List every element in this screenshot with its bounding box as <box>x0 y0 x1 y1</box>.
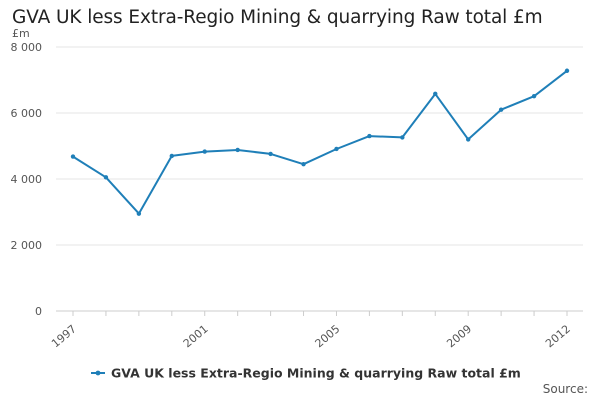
chart-title: GVA UK less Extra-Regio Mining & quarryi… <box>12 7 543 28</box>
y-tick-label: 0 <box>35 305 42 318</box>
y-tick-label: 2 000 <box>11 239 43 252</box>
data-point <box>400 135 405 140</box>
data-point <box>103 175 109 180</box>
source-label: Source: <box>542 382 588 396</box>
x-tick-label: 2001 <box>181 322 211 350</box>
data-point <box>301 161 306 167</box>
y-tick-label: 4 000 <box>11 173 43 186</box>
x-tick-label: 2012 <box>543 322 573 350</box>
data-point <box>433 91 438 97</box>
data-point <box>564 68 570 73</box>
data-point <box>367 133 372 139</box>
series-line <box>72 69 568 215</box>
x-tick-label: 1997 <box>49 322 79 350</box>
data-point <box>169 153 174 159</box>
data-point <box>466 137 471 142</box>
data-point <box>334 146 339 152</box>
x-tick-label: 2005 <box>313 322 343 350</box>
data-point <box>498 107 504 112</box>
x-tick-label: 2009 <box>444 322 474 350</box>
y-tick-label: 8 000 <box>11 41 43 54</box>
legend-swatch-marker <box>95 370 101 376</box>
data-point <box>202 149 207 154</box>
data-point <box>268 151 273 157</box>
legend-label: GVA UK less Extra-Regio Mining & quarryi… <box>111 366 521 381</box>
data-point <box>136 211 142 216</box>
data-point <box>70 154 76 159</box>
data-point <box>235 147 240 153</box>
y-tick-label: 6 000 <box>11 107 43 120</box>
data-point <box>531 93 537 99</box>
y-axis-label: £m <box>12 27 30 40</box>
